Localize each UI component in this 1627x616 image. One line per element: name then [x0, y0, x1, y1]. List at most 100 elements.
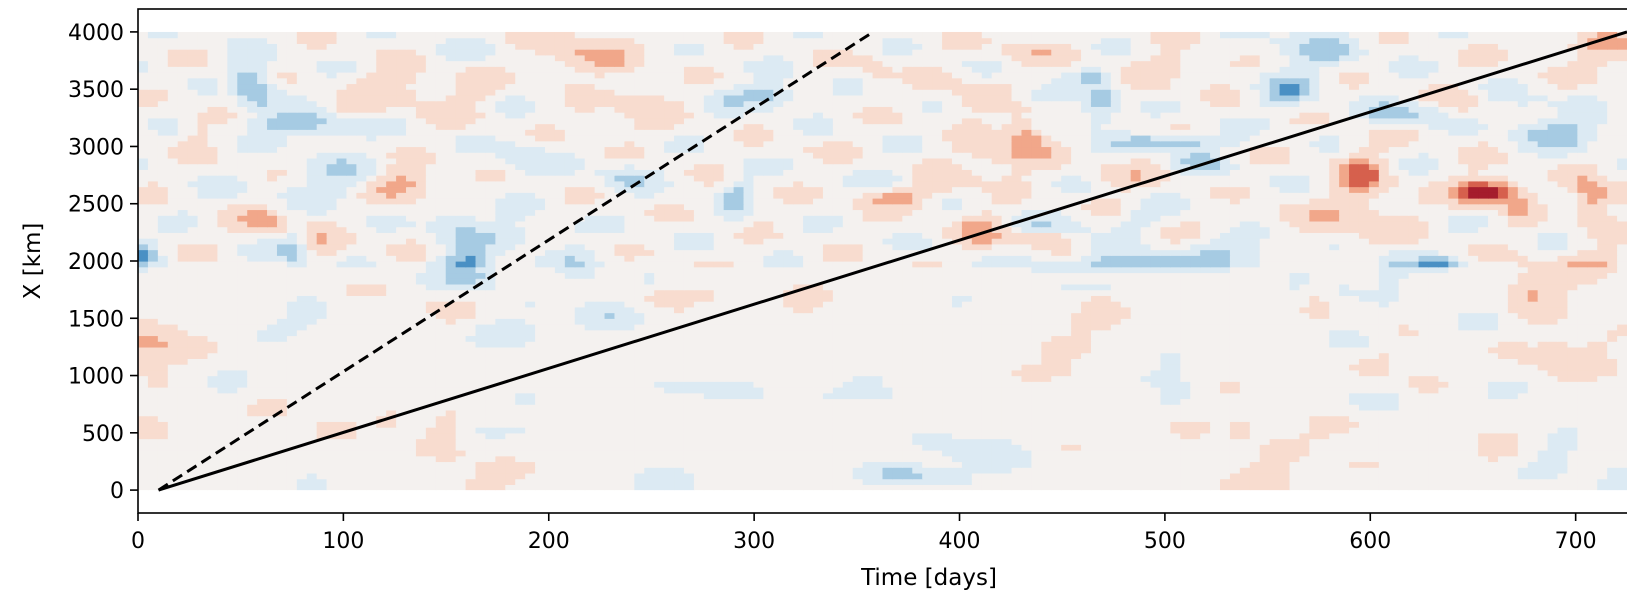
heatmap-cell	[822, 421, 834, 428]
heatmap-cell	[1100, 346, 1112, 354]
heatmap-cell	[813, 467, 824, 474]
heatmap-cell	[1488, 324, 1499, 331]
heatmap-cell	[733, 484, 745, 491]
heatmap-cell	[1329, 461, 1340, 468]
heatmap-cell	[1249, 398, 1261, 405]
heatmap-cell	[1319, 352, 1330, 359]
heatmap-cell	[922, 358, 933, 365]
heatmap-cell	[813, 375, 824, 382]
heatmap-cell	[267, 369, 278, 377]
heatmap-cell	[1299, 352, 1310, 359]
heatmap-cell	[1617, 438, 1627, 445]
heatmap-cell	[1408, 421, 1420, 428]
heatmap-cell	[1428, 438, 1439, 445]
heatmap-cell	[366, 455, 377, 463]
heatmap-cell	[674, 318, 685, 325]
heatmap-cell	[1269, 467, 1281, 474]
heatmap-cell	[1408, 381, 1420, 388]
heatmap-cell	[1190, 335, 1201, 342]
heatmap-cell	[1180, 318, 1191, 325]
heatmap-cell	[1418, 472, 1430, 480]
heatmap-cell	[1011, 329, 1023, 337]
heatmap-cell	[1388, 484, 1400, 491]
heatmap-cell	[1408, 432, 1420, 440]
heatmap-cell	[147, 306, 159, 314]
heatmap-cell	[336, 352, 348, 359]
heatmap-cell	[1071, 444, 1082, 451]
heatmap-cell	[515, 369, 526, 377]
heatmap-cell	[1458, 484, 1469, 491]
heatmap-cell	[1090, 341, 1102, 348]
heatmap-cell	[138, 369, 149, 377]
heatmap-cell	[187, 341, 199, 348]
heatmap-cell	[1448, 450, 1459, 457]
heatmap-cell	[813, 324, 824, 331]
heatmap-cell	[1478, 301, 1489, 308]
heatmap-cell	[147, 450, 159, 457]
heatmap-cell	[872, 450, 884, 457]
heatmap-cell	[1081, 484, 1092, 491]
heatmap-cell	[1577, 438, 1588, 445]
heatmap-cell	[1001, 324, 1013, 331]
heatmap-cell	[1110, 369, 1122, 377]
heatmap-cell	[1577, 432, 1588, 440]
heatmap-cell	[584, 467, 596, 474]
heatmap-cell	[217, 364, 228, 371]
heatmap-cell	[1319, 432, 1330, 440]
heatmap-cell	[505, 387, 516, 394]
heatmap-cell	[1368, 381, 1380, 388]
heatmap-cell	[1249, 352, 1261, 359]
heatmap-cell	[316, 455, 328, 463]
heatmap-cell	[1398, 381, 1410, 388]
heatmap-cell	[1249, 324, 1261, 331]
heatmap-cell	[336, 329, 348, 337]
heatmap-cell	[1061, 478, 1072, 485]
heatmap-cell	[624, 450, 635, 457]
heatmap-cell	[1299, 467, 1310, 474]
heatmap-cell	[445, 335, 457, 342]
heatmap-cell	[743, 478, 755, 485]
heatmap-cell	[495, 369, 506, 377]
heatmap-cell	[1289, 341, 1301, 348]
heatmap-cell	[187, 427, 199, 434]
heatmap-cell	[1497, 398, 1509, 405]
heatmap-cell	[991, 387, 1003, 394]
heatmap-cell	[1388, 467, 1400, 474]
heatmap-cell	[386, 387, 397, 394]
heatmap-cell	[1418, 444, 1430, 451]
heatmap-cell	[554, 427, 566, 434]
heatmap-cell	[852, 346, 864, 354]
heatmap-cell	[1130, 312, 1142, 319]
heatmap-cell	[922, 341, 933, 348]
heatmap-cell	[1597, 381, 1608, 388]
heatmap-cell	[942, 341, 953, 348]
heatmap-cell	[485, 329, 496, 337]
heatmap-cell	[157, 392, 169, 400]
heatmap-cell	[1160, 415, 1171, 422]
heatmap-cell	[1339, 346, 1350, 354]
heatmap-cell	[1160, 455, 1171, 463]
heatmap-cell	[366, 364, 377, 371]
heatmap-cell	[1130, 369, 1142, 377]
heatmap-cell	[306, 398, 318, 405]
heatmap-cell	[1458, 421, 1469, 428]
heatmap-cell	[356, 381, 367, 388]
heatmap-cell	[1468, 387, 1479, 394]
heatmap-cell	[1001, 381, 1013, 388]
heatmap-cell	[1100, 444, 1112, 451]
heatmap-cell	[713, 404, 725, 411]
heatmap-cell	[1358, 369, 1370, 377]
heatmap-cell	[813, 404, 824, 411]
heatmap-cell	[604, 450, 616, 457]
heatmap-cell	[1458, 301, 1469, 308]
heatmap-cell	[1527, 346, 1539, 354]
heatmap-cell	[1597, 324, 1608, 331]
heatmap-cell	[1220, 432, 1231, 440]
heatmap-cell	[1190, 341, 1201, 348]
heatmap-cell	[932, 381, 943, 388]
heatmap-cell	[1507, 455, 1519, 463]
heatmap-cell	[1100, 415, 1112, 422]
heatmap-cell	[267, 472, 278, 480]
heatmap-cell	[1408, 444, 1420, 451]
heatmap-cell	[1021, 415, 1032, 422]
